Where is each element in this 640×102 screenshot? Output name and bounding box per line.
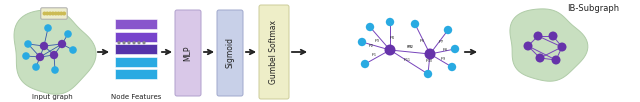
Text: Gumbel Softmax: Gumbel Softmax <box>269 20 278 84</box>
Circle shape <box>128 42 130 44</box>
Polygon shape <box>510 9 588 81</box>
Circle shape <box>536 54 545 63</box>
FancyBboxPatch shape <box>259 5 289 99</box>
Circle shape <box>58 40 66 48</box>
Bar <box>115 57 157 67</box>
Text: $p_1$: $p_1$ <box>371 51 377 59</box>
Text: Sigmoid: Sigmoid <box>225 38 234 69</box>
Circle shape <box>557 43 566 52</box>
Text: $p_9$: $p_9$ <box>440 55 446 63</box>
Text: Node Features: Node Features <box>111 94 161 100</box>
Circle shape <box>552 55 561 64</box>
Text: MLP: MLP <box>184 45 193 61</box>
Circle shape <box>46 12 49 15</box>
Text: $p_7$: $p_7$ <box>438 38 444 46</box>
Circle shape <box>36 53 44 61</box>
Circle shape <box>424 48 435 59</box>
Circle shape <box>51 66 59 74</box>
FancyBboxPatch shape <box>217 10 243 96</box>
Circle shape <box>358 38 366 46</box>
Circle shape <box>424 70 432 78</box>
Bar <box>115 44 157 54</box>
Circle shape <box>385 44 396 55</box>
Circle shape <box>24 40 32 48</box>
Circle shape <box>49 12 51 15</box>
FancyBboxPatch shape <box>175 10 201 96</box>
Circle shape <box>361 60 369 68</box>
Circle shape <box>448 63 456 71</box>
Circle shape <box>451 45 460 53</box>
Polygon shape <box>14 10 96 94</box>
Bar <box>115 19 157 29</box>
Circle shape <box>22 52 30 60</box>
Circle shape <box>57 12 60 15</box>
Circle shape <box>123 42 125 44</box>
Circle shape <box>52 12 54 15</box>
Text: $p_{12}$: $p_{12}$ <box>406 43 414 51</box>
Text: $p_8$: $p_8$ <box>442 46 448 54</box>
Text: IB-Subgraph: IB-Subgraph <box>567 4 619 13</box>
Circle shape <box>54 12 57 15</box>
Text: $p_4$: $p_4$ <box>388 34 396 42</box>
Circle shape <box>143 42 145 44</box>
Circle shape <box>69 46 77 54</box>
Circle shape <box>548 32 557 40</box>
Text: $p_2$: $p_2$ <box>368 42 374 50</box>
Circle shape <box>386 18 394 26</box>
Circle shape <box>534 32 543 40</box>
Circle shape <box>444 26 452 34</box>
Text: $p_6$: $p_6$ <box>419 37 426 45</box>
Text: $p_5$: $p_5$ <box>407 43 413 51</box>
Circle shape <box>138 42 140 44</box>
Circle shape <box>118 42 120 44</box>
FancyBboxPatch shape <box>41 8 67 19</box>
Circle shape <box>64 30 72 38</box>
Bar <box>115 69 157 79</box>
Circle shape <box>524 42 532 50</box>
Circle shape <box>411 20 419 28</box>
Circle shape <box>44 24 52 32</box>
Circle shape <box>40 42 48 50</box>
Circle shape <box>32 63 40 71</box>
Circle shape <box>63 12 65 15</box>
Text: $p_{10}$: $p_{10}$ <box>425 57 433 65</box>
Text: $p_{11}$: $p_{11}$ <box>403 56 412 64</box>
Text: $p_3$: $p_3$ <box>374 37 380 45</box>
Circle shape <box>60 12 63 15</box>
Circle shape <box>133 42 135 44</box>
Circle shape <box>366 23 374 31</box>
Bar <box>115 32 157 42</box>
Text: Input graph: Input graph <box>31 94 72 100</box>
Circle shape <box>43 12 46 15</box>
Circle shape <box>50 51 58 59</box>
